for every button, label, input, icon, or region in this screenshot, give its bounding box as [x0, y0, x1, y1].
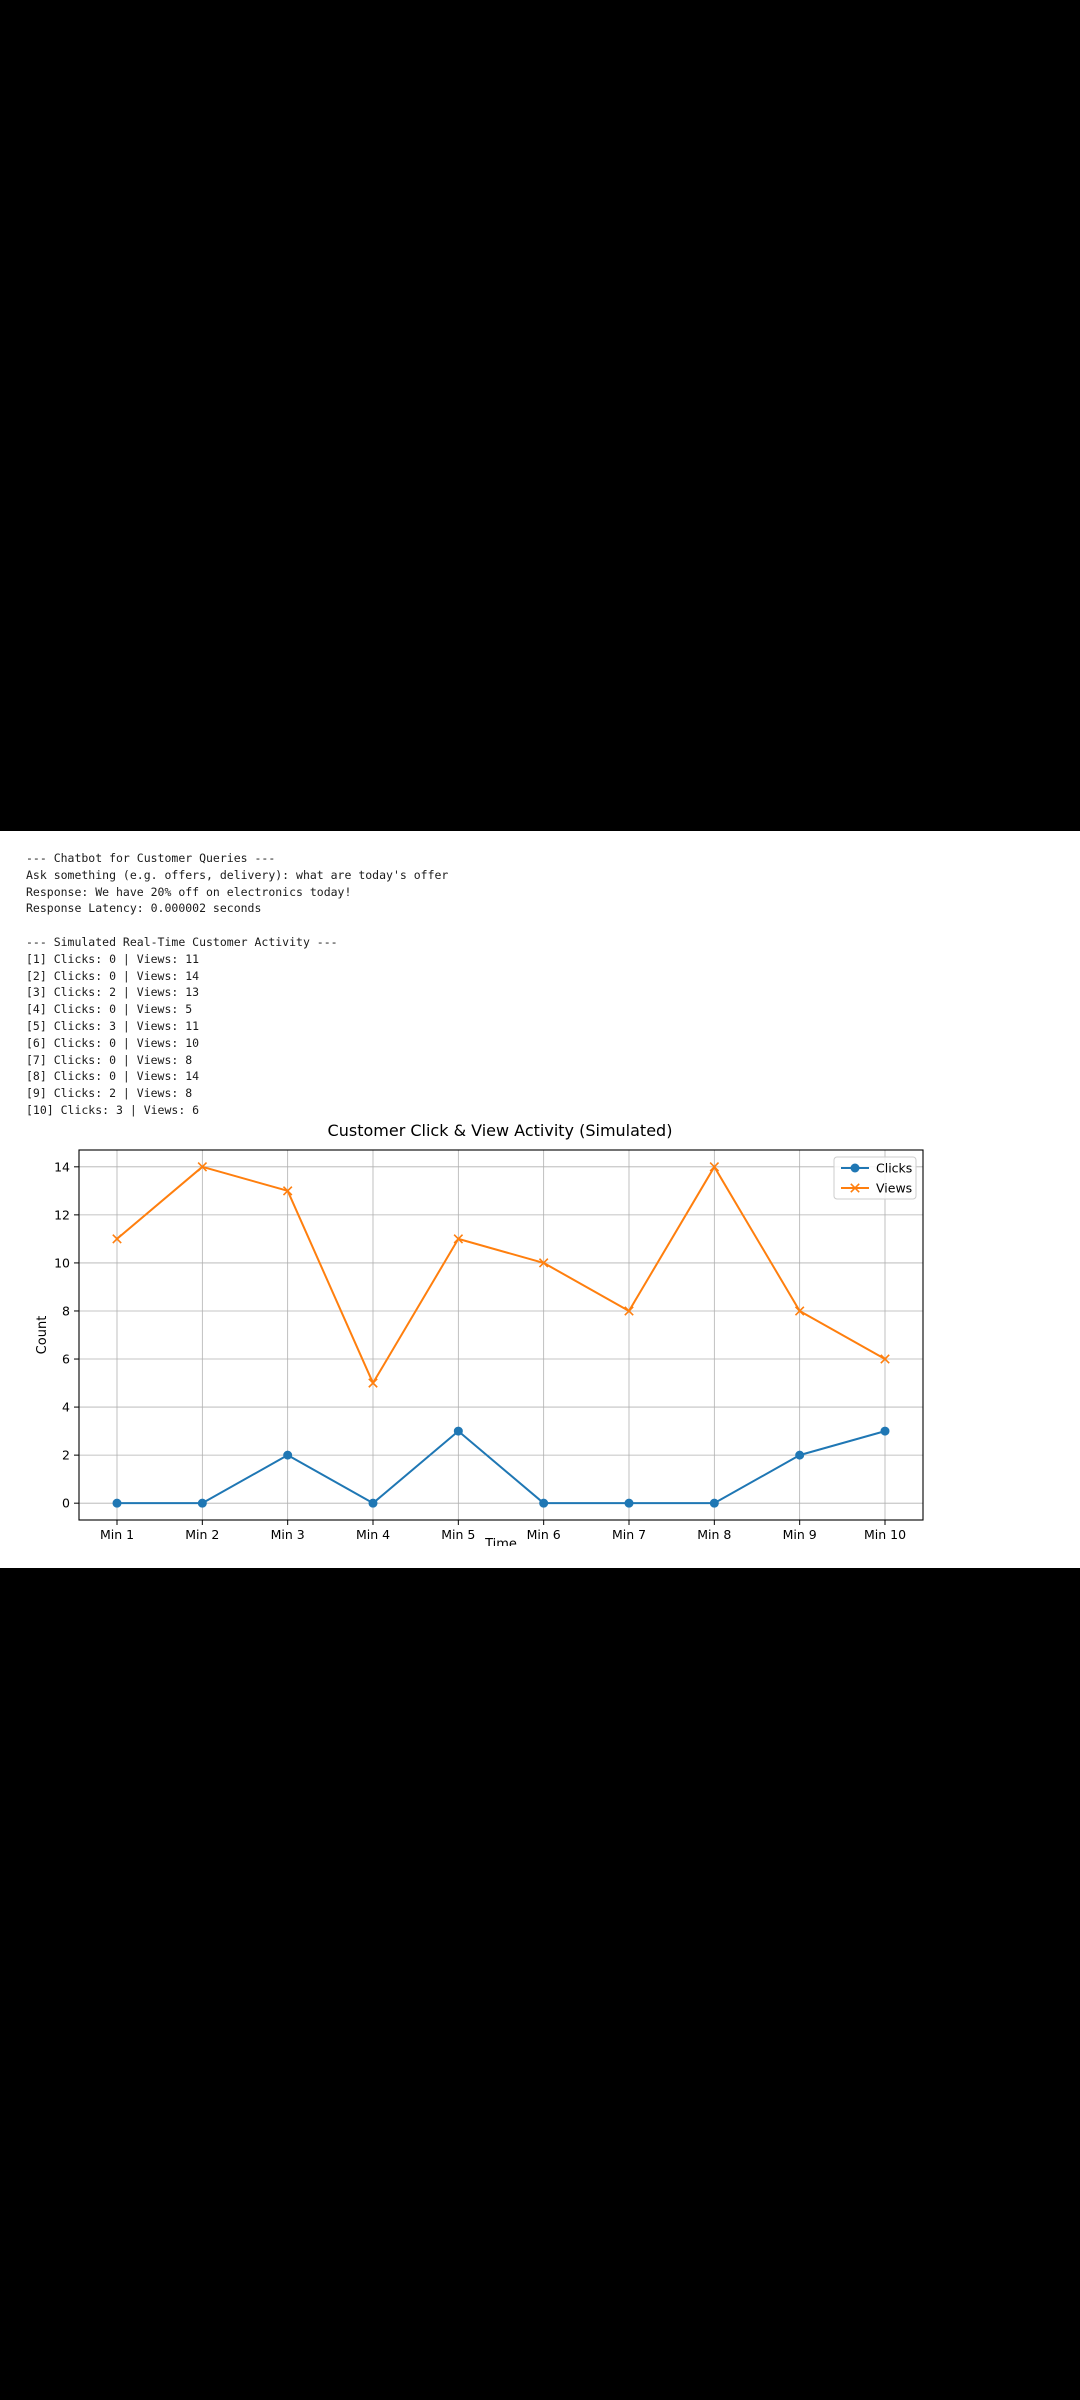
x-marker-stroke	[794, 1306, 805, 1316]
x-tick-label: Min 9	[783, 1527, 817, 1542]
console-line: --- Simulated Real-Time Customer Activit…	[26, 934, 338, 949]
y-tick-label: 6	[62, 1352, 70, 1367]
x-marker-stroke	[368, 1378, 378, 1388]
console-line: --- Chatbot for Customer Queries ---	[26, 851, 276, 865]
x-tick-label: Min 4	[356, 1527, 390, 1542]
y-axis-label: Count	[35, 1316, 50, 1355]
data-point-clicks	[624, 1498, 634, 1508]
plot-frame	[78, 1149, 924, 1521]
series-views	[112, 1162, 890, 1388]
data-point-views	[112, 1234, 122, 1244]
y-tick-label: 2	[62, 1448, 70, 1463]
series-clicks	[112, 1426, 890, 1508]
console-line: [1] Clicks: 0 | Views: 11	[26, 951, 200, 966]
legend-label-views: Views	[876, 1181, 912, 1196]
console-line: [6] Clicks: 0 | Views: 10	[26, 1035, 200, 1050]
data-point-clicks	[197, 1498, 207, 1508]
data-point-views	[624, 1306, 634, 1316]
console-line: [5] Clicks: 3 | Views: 11	[26, 1018, 200, 1033]
data-point-clicks	[112, 1498, 122, 1508]
axis-ticks: Min 1 Min 2 Min 3 Min 4 Min 5 Min 6 Min 7 Min 8…	[54, 1159, 906, 1542]
x-tick-label: Min 6	[527, 1527, 561, 1542]
x-marker-stroke	[282, 1186, 293, 1196]
x-tick-label: Min 10	[864, 1527, 906, 1542]
x-marker-stroke	[880, 1354, 890, 1364]
x-marker-stroke	[197, 1162, 208, 1172]
data-point-clicks	[283, 1450, 293, 1460]
data-point-views	[794, 1306, 805, 1316]
data-point-clicks	[453, 1426, 463, 1436]
x-tick-label: Min 1	[100, 1527, 134, 1542]
x-marker-stroke	[112, 1234, 122, 1244]
series-line-views	[116, 1165, 886, 1385]
data-point-clicks	[795, 1450, 805, 1460]
console-line: [3] Clicks: 2 | Views: 13	[26, 985, 200, 1000]
chart-title: Customer Click & View Activity (Simulate…	[328, 1121, 673, 1140]
console-line: [4] Clicks: 0 | Views: 5	[26, 1002, 193, 1017]
x-tick-label: Min 8	[697, 1527, 731, 1542]
grid-lines	[79, 1150, 923, 1520]
data-point-clicks	[368, 1498, 378, 1508]
legend-label-clicks: Clicks	[876, 1161, 912, 1176]
data-point-views	[880, 1354, 890, 1364]
data-point-views	[368, 1378, 378, 1388]
console-line: [10] Clicks: 3 | Views: 6	[26, 1102, 200, 1117]
y-tick-label: 12	[54, 1207, 70, 1222]
console-line: Response Latency: 0.000002 seconds	[26, 901, 262, 916]
console-line: Ask something (e.g. offers, delivery): w…	[26, 867, 449, 882]
console-line: [8] Clicks: 0 | Views: 14	[26, 1069, 200, 1084]
x-axis-label: Time	[484, 1537, 517, 1546]
series-layer	[112, 1162, 890, 1508]
data-point-views	[538, 1258, 549, 1268]
data-point-views	[197, 1162, 208, 1172]
legend-marker-views	[850, 1183, 860, 1193]
data-point-clicks	[880, 1426, 890, 1436]
y-tick-label: 10	[54, 1255, 70, 1270]
y-tick-label: 14	[54, 1159, 70, 1174]
x-marker-stroke	[453, 1234, 464, 1244]
x-marker-stroke	[538, 1258, 549, 1268]
series-line-clicks	[117, 1430, 886, 1505]
y-tick-label: 8	[62, 1303, 70, 1318]
y-tick-label: 4	[62, 1400, 70, 1415]
console-line: [7] Clicks: 0 | Views: 8	[26, 1052, 193, 1067]
data-point-clicks	[539, 1498, 549, 1508]
legend-marker-clicks	[850, 1163, 860, 1173]
console-line: [9] Clicks: 2 | Views: 8	[26, 1086, 193, 1101]
x-tick-label: Min 3	[271, 1527, 305, 1542]
x-tick-label: Min 2	[185, 1527, 219, 1542]
line-chart: Customer Click & View Activity (Simulate…	[35, 1121, 924, 1546]
console-output: --- Chatbot for Customer Queries --- Ask …	[26, 850, 448, 1119]
x-marker-stroke	[850, 1183, 860, 1193]
legend: Clicks Views	[833, 1156, 917, 1200]
data-point-views	[709, 1162, 720, 1172]
console-line: Response: We have 20% off on electronics…	[26, 884, 352, 899]
data-point-views	[282, 1186, 293, 1196]
console-line: [2] Clicks: 0 | Views: 14	[26, 968, 200, 983]
notebook-output: --- Chatbot for Customer Queries --- Ask …	[0, 831, 1080, 1568]
data-point-clicks	[709, 1498, 719, 1508]
x-marker-stroke	[709, 1162, 720, 1172]
console-line	[26, 917, 448, 934]
x-marker-stroke	[624, 1306, 634, 1316]
y-tick-label: 0	[62, 1496, 70, 1511]
data-point-views	[453, 1234, 464, 1244]
x-tick-label: Min 5	[441, 1527, 475, 1542]
x-tick-label: Min 7	[612, 1527, 646, 1542]
